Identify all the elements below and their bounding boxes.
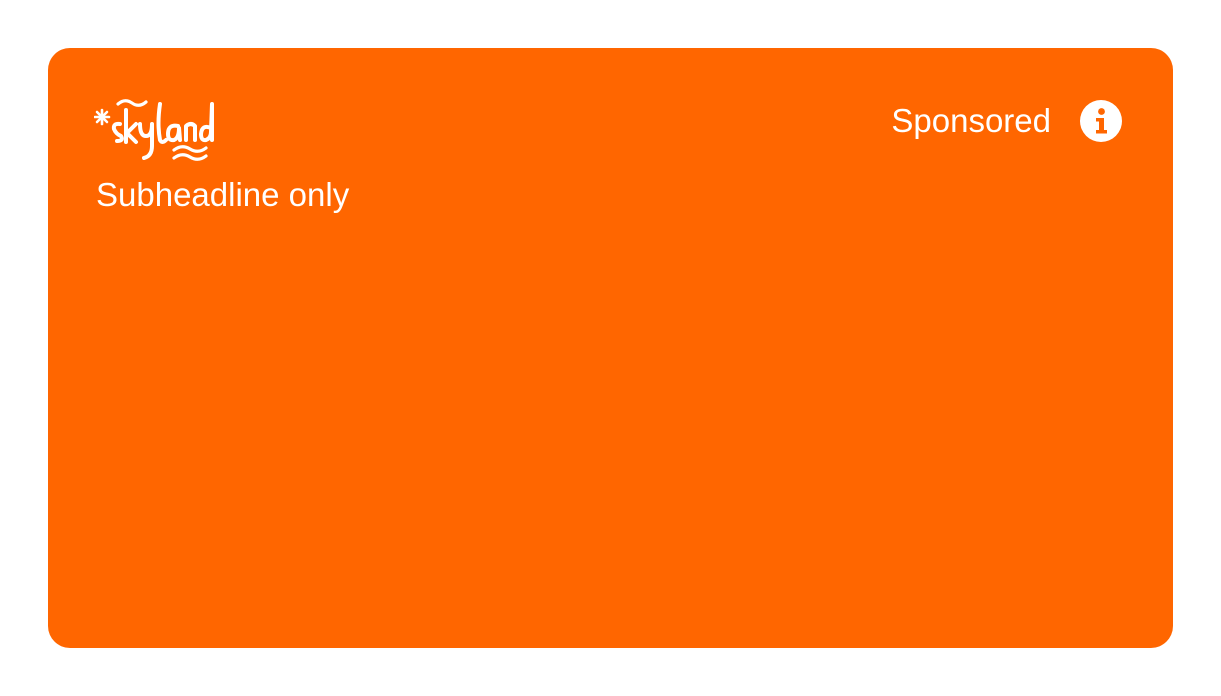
logo-wordmark bbox=[111, 102, 214, 160]
logo-top-wave bbox=[116, 99, 148, 107]
logo-star-icon bbox=[94, 108, 111, 126]
info-icon[interactable] bbox=[1079, 99, 1123, 143]
sponsored-label: Sponsored bbox=[891, 102, 1051, 139]
subheadline: Subheadline only bbox=[96, 176, 350, 213]
skyland-logo bbox=[94, 99, 214, 161]
ad-card[interactable]: Subheadline only Sponsored bbox=[48, 48, 1173, 648]
logo-bottom-wave-1 bbox=[172, 145, 208, 153]
logo-bottom-wave-2 bbox=[172, 153, 208, 161]
sponsored-indicator: Sponsored bbox=[891, 99, 1123, 143]
